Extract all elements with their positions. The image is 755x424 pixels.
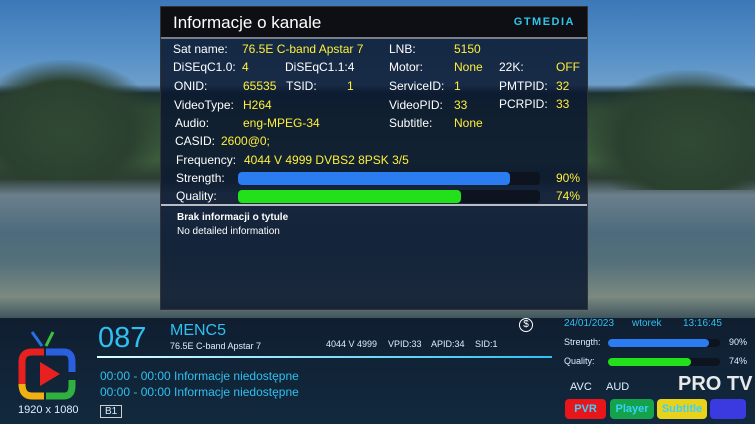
tsid-value: 1 [347,79,354,93]
subtitle-button[interactable]: Subtitle [657,399,707,419]
pcrpid-label: PCRPID: [499,97,548,111]
brand-logo: GTMEDIA [513,16,575,28]
video-trees [590,70,755,190]
motor-value: None [454,60,483,74]
divider [161,204,587,206]
quality-fill [238,190,462,203]
vpid: VPID:33 [388,339,422,349]
quality-label: Quality: [564,356,595,366]
subtitle-label: Subtitle: [389,116,433,130]
scrambled-dollar-icon: $ [519,318,533,332]
frequency: 4044 V 4999 [326,339,378,349]
strength-value: 90% [556,171,581,185]
audio-codec: AUD [606,381,630,393]
pcrpid-value: 33 [556,97,570,111]
strength-fill [608,339,709,347]
dialog-header: Informacje o kanale GTMEDIA [161,7,587,39]
epg-title: Brak informacji o tytule [177,212,289,223]
sid: SID:1 [475,339,498,349]
casid-value: 2600@0; [221,134,270,148]
day: wtorek [632,318,662,329]
dialog-title: Informacje o kanale [173,13,322,32]
channel-number: 087 [98,322,147,354]
pvr-button[interactable]: PVR [565,399,606,419]
diseqc10-value: 4 [242,60,249,74]
video-trees [0,60,160,180]
strength-value: 90% [729,337,748,347]
strength-label: Strength: [176,171,225,185]
casid-label: CASID: [175,134,216,148]
epg-detail: No detailed information [177,226,280,237]
resolution: 1920 x 1080 [18,404,79,416]
serviceid-value: 1 [454,79,461,93]
videotype-value: H264 [243,98,272,112]
infobar-quality-bar [608,358,720,366]
watermark: PRO TV [678,373,753,395]
onid-value: 65535 [243,79,277,93]
tsid-label: TSID: [286,79,317,93]
lnb-label: LNB: [389,42,416,56]
pmtpid-value: 32 [556,79,570,93]
b1-badge: B1 [100,405,123,418]
subtitle-value: None [454,116,483,130]
sat-name-value: 76.5E C-band Apstar 7 [242,42,364,56]
videotype-label: VideoType: [174,98,234,112]
frequency-value: 4044 V 4999 DVBS2 8PSK 3/5 [244,153,409,167]
infobar-divider [97,356,552,358]
videopid-value: 33 [454,98,468,112]
lnb-value: 5150 [454,42,481,56]
pmtpid-label: PMTPID: [499,79,548,93]
channel-info-dialog: Informacje o kanale GTMEDIA Sat name: 76… [160,6,588,310]
22k-value: OFF [556,60,580,74]
epg-now: 00:00 - 00:00 Informacje niedostępne [100,369,299,383]
videopid-label: VideoPID: [389,98,443,112]
onid-label: ONID: [174,79,208,93]
epg-next: 00:00 - 00:00 Informacje niedostępne [100,385,299,399]
strength-label: Strength: [564,337,601,347]
quality-label: Quality: [176,189,217,203]
frequency-label: Frequency: [176,153,237,167]
quality-fill [608,358,691,366]
strength-fill [238,172,510,185]
channel-name: MENC5 [170,322,227,339]
sat-name-label: Sat name: [173,42,228,56]
date: 24/01/2023 [564,318,615,329]
blue-button[interactable] [710,399,746,419]
time: 13:16:45 [683,318,722,329]
motor-label: Motor: [389,60,424,74]
quality-value: 74% [556,189,581,203]
apid: APID:34 [431,339,465,349]
audio-label: Audio: [175,116,210,130]
infobar-strength-bar [608,339,720,347]
video-codec: AVC [570,381,592,393]
strength-bar [238,172,540,185]
diseqc11: DiSEqC1.1:4 [285,60,355,74]
app-logo-icon [18,331,76,400]
quality-bar [238,190,540,203]
serviceid-label: ServiceID: [389,79,445,93]
quality-value: 74% [729,356,748,366]
22k-label: 22K: [499,60,524,74]
satellite-name: 76.5E C-band Apstar 7 [170,341,262,351]
audio-value: eng-MPEG-34 [243,116,320,130]
player-button[interactable]: Player [610,399,654,419]
diseqc10-label: DiSEqC1.0: [173,60,236,74]
